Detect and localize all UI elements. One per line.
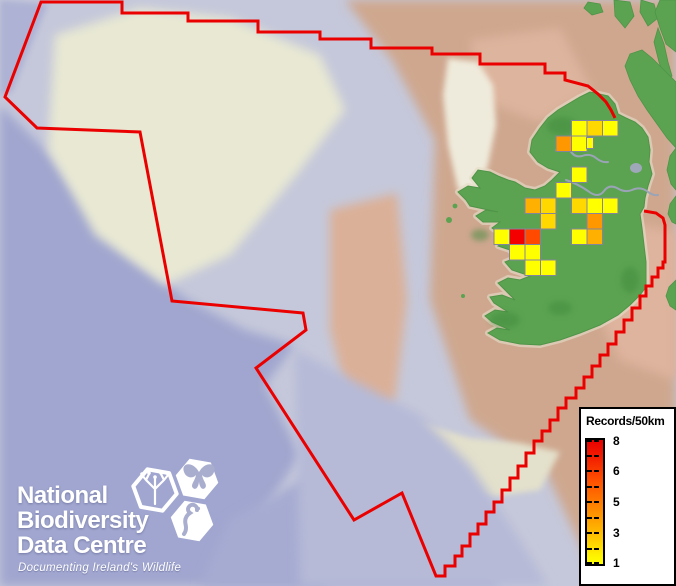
rockall-bank <box>48 8 345 285</box>
grid-cell <box>602 197 619 214</box>
colorbar-tick <box>594 440 599 442</box>
logo-tagline: Documenting Ireland's Wildlife <box>18 562 182 574</box>
lough-neagh <box>630 163 642 173</box>
grid-cell <box>586 137 594 149</box>
colorbar-tick-label: 3 <box>613 526 620 540</box>
grid-cell <box>509 244 526 261</box>
legend: Records/50km 8 6 5 3 1 <box>579 407 676 586</box>
colorbar-tick <box>594 532 599 534</box>
designated-area-boundary <box>3 0 667 578</box>
grid-cell <box>555 135 572 152</box>
legend-title: Records/50km <box>586 414 665 428</box>
shelf-high-north <box>470 28 592 122</box>
grid-cell <box>524 197 541 214</box>
porcupine-high <box>330 193 407 425</box>
britain-landmass <box>583 0 676 311</box>
colorbar-tick <box>587 562 592 564</box>
grid-cell <box>571 197 588 214</box>
logo-hexagons <box>131 458 219 542</box>
logo-line-2: Biodiversity <box>17 507 149 534</box>
grid-cell <box>509 228 526 245</box>
grid-cell <box>586 120 603 137</box>
colorbar-tick-label: 5 <box>613 495 620 509</box>
upland-shading <box>471 117 639 328</box>
grid-cell <box>602 120 619 137</box>
grid-cell <box>524 244 541 261</box>
colorbar-tick <box>587 532 592 534</box>
grid-cell <box>586 213 603 230</box>
records-grid <box>493 120 619 276</box>
colorbar-tick <box>594 485 599 488</box>
seahorse-icon <box>170 500 214 542</box>
colorbar-tick <box>587 516 592 519</box>
deep-water <box>0 105 330 586</box>
colorbar-tick <box>587 547 592 550</box>
colorbar-tick <box>587 485 592 488</box>
island <box>452 203 458 209</box>
grid-cell <box>571 120 588 137</box>
colorbar-tick-label: 6 <box>613 464 620 478</box>
logo-line-1: National <box>17 482 108 509</box>
butterfly-icon <box>175 458 219 500</box>
grid-cell <box>586 197 603 214</box>
grid-cell <box>571 166 588 183</box>
slope-water <box>295 350 548 586</box>
river-erne <box>565 179 659 197</box>
coastal-shallows <box>443 58 496 196</box>
island <box>461 294 465 298</box>
colorbar-tick <box>594 470 599 472</box>
colorbar-tick <box>587 501 592 503</box>
colorbar-tick-label: 8 <box>613 434 620 448</box>
logo-line-3: Data Centre <box>17 532 147 559</box>
grid-cell <box>555 182 572 199</box>
tree-icon <box>131 467 179 513</box>
colorbar-tick-label: 1 <box>613 556 620 570</box>
grid-cell <box>524 259 541 276</box>
grid-cell <box>586 228 603 245</box>
colorbar-tick <box>594 547 599 550</box>
colorbar-tick <box>587 440 592 442</box>
grid-cell <box>540 213 557 230</box>
grid-cell <box>493 228 510 245</box>
colorbar-tick <box>594 516 599 519</box>
colorbar-tick <box>587 470 592 472</box>
colorbar-tick <box>594 454 599 457</box>
grid-cell <box>540 259 557 276</box>
grid-cell <box>571 135 588 152</box>
colorbar-tick <box>594 562 599 564</box>
grid-cell <box>540 197 557 214</box>
colorbar-tick <box>587 454 592 457</box>
grid-cell <box>524 228 541 245</box>
island <box>446 217 452 223</box>
grid-cell <box>571 228 588 245</box>
nbdc-logo: National Biodiversity Data Centre Docume… <box>0 440 320 586</box>
colorbar-tick <box>594 501 599 503</box>
